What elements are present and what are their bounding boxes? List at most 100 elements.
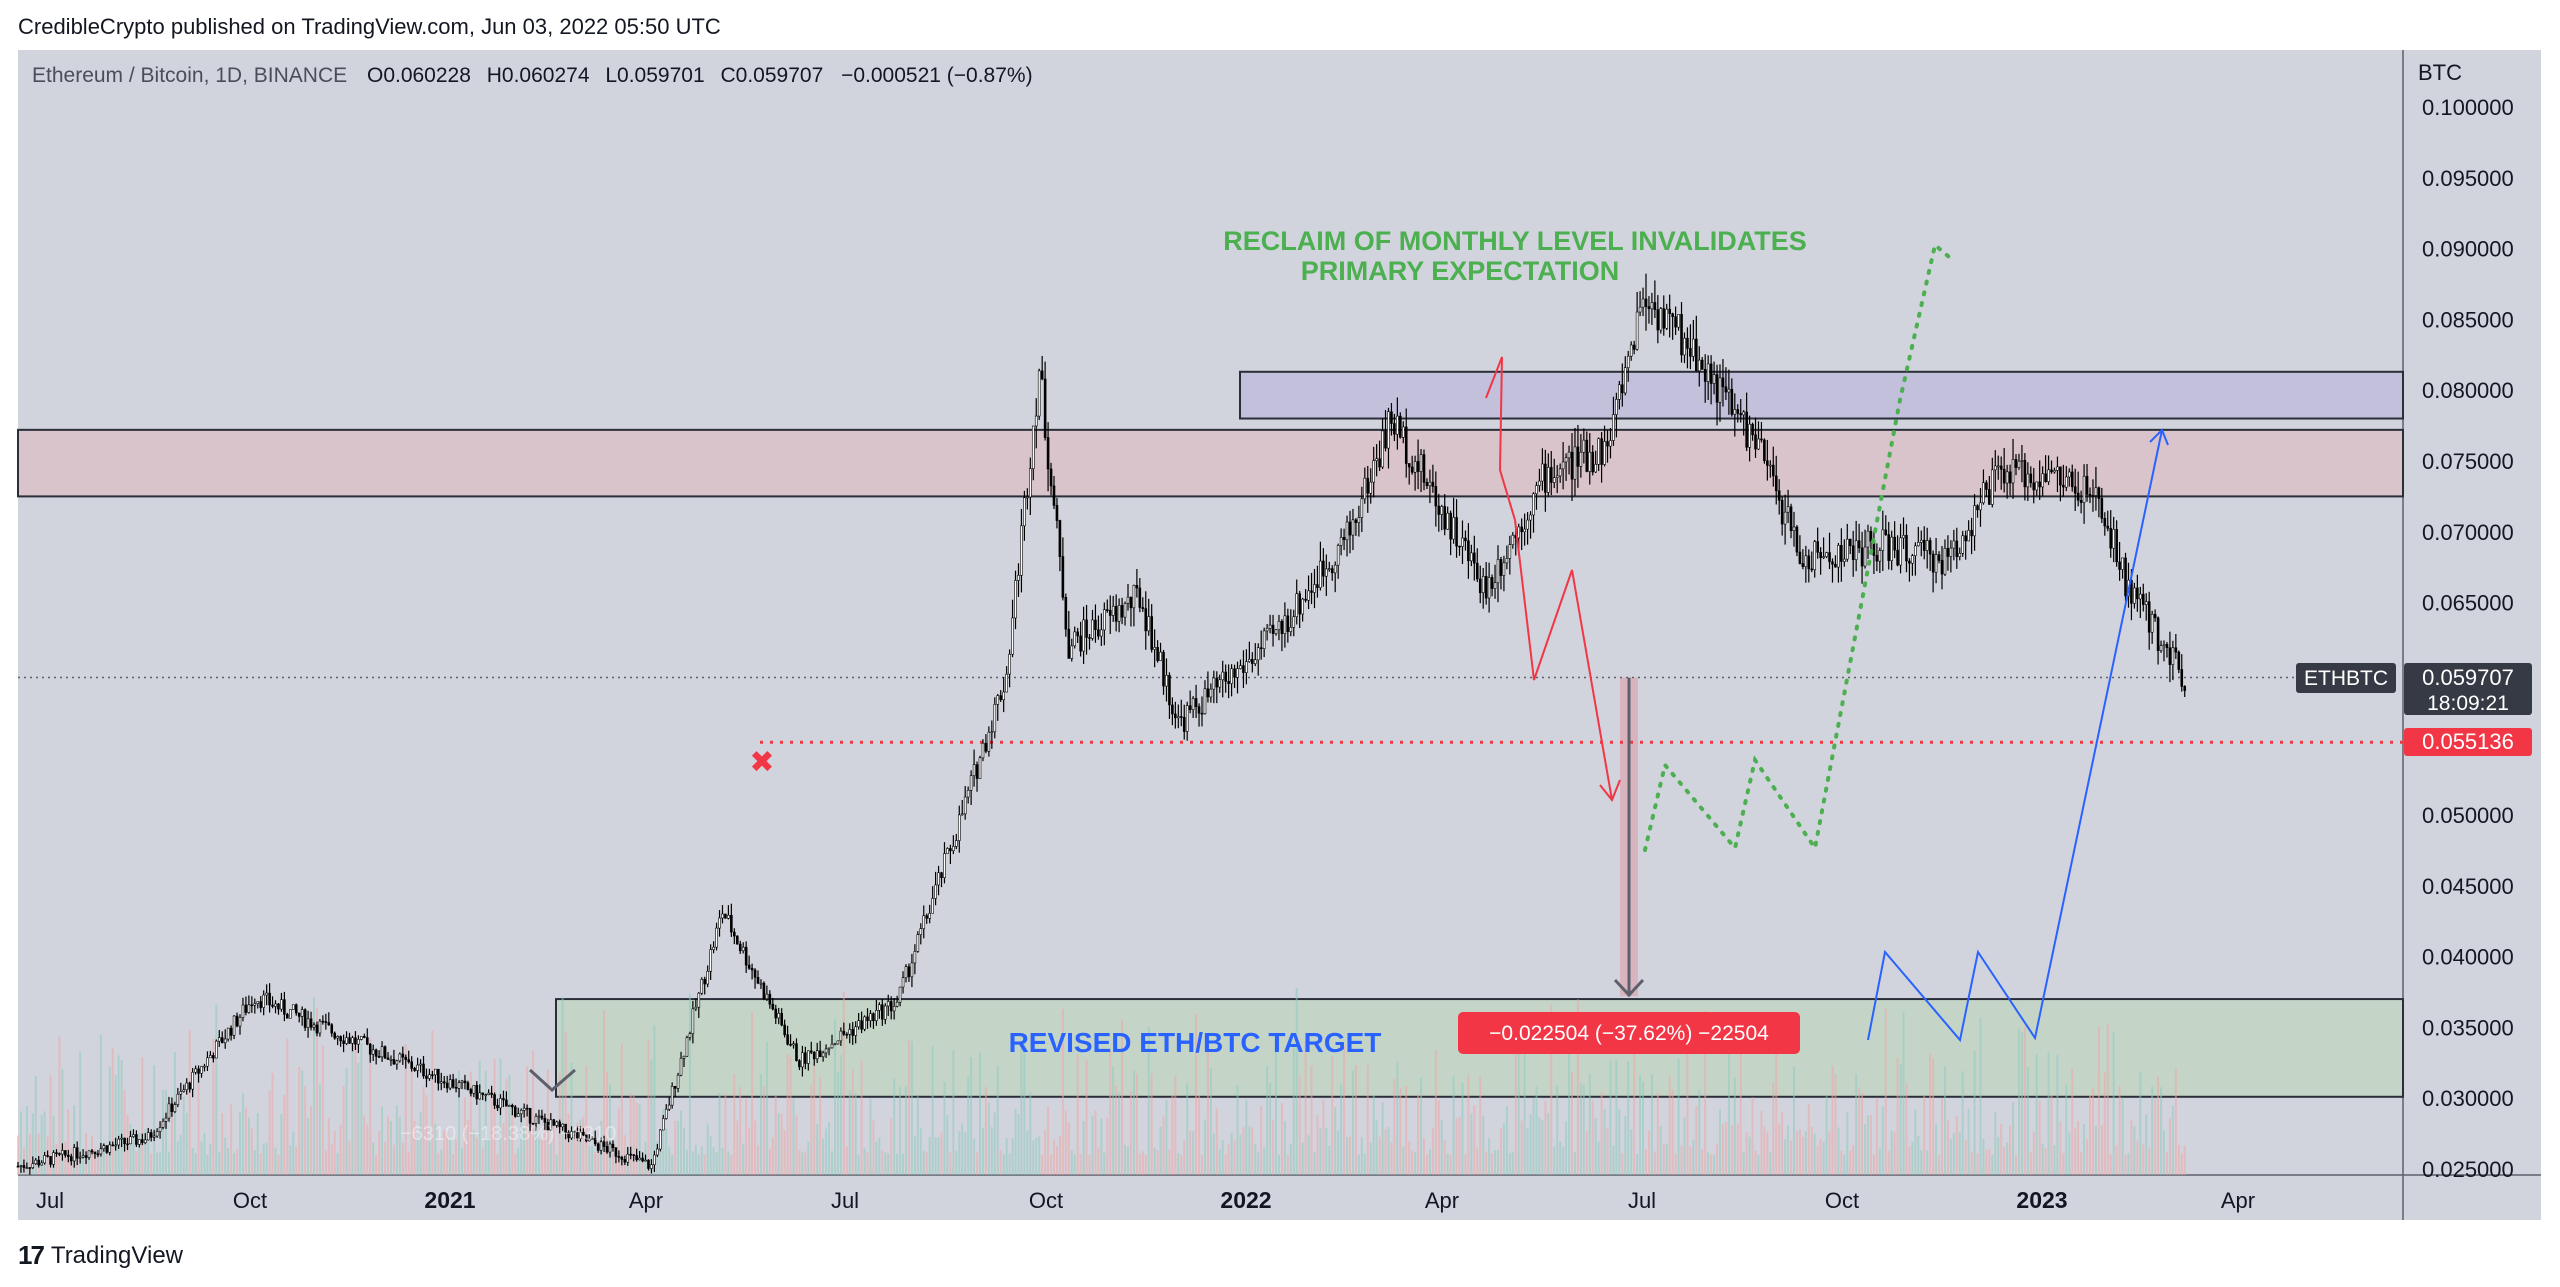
candle-body xyxy=(783,1024,786,1036)
candle-body xyxy=(1896,549,1899,566)
candle-body xyxy=(1890,536,1893,561)
candle-body xyxy=(1191,698,1195,710)
volume-bar xyxy=(890,1118,893,1175)
candle-body xyxy=(733,931,736,937)
candle-body xyxy=(1970,529,1973,537)
candle-body xyxy=(1070,645,1074,659)
zone-monthly-resistance[interactable] xyxy=(17,428,2404,498)
volume-bar xyxy=(1272,1120,1275,1175)
blue-projection-path[interactable] xyxy=(1867,429,2163,1043)
candle-body xyxy=(1283,615,1287,634)
candle-body xyxy=(925,915,929,919)
candle-body xyxy=(1680,314,1683,356)
volume-bar xyxy=(703,1154,706,1175)
volume-bar xyxy=(976,1152,979,1175)
volume-bar xyxy=(1822,1142,1825,1175)
volume-bar xyxy=(416,1138,419,1175)
candle-body xyxy=(946,848,949,854)
volume-bar xyxy=(878,1137,881,1175)
volume-bar xyxy=(1517,1048,1520,1175)
volume-bar xyxy=(179,1134,182,1175)
volume-bar xyxy=(389,1120,392,1175)
volume-bar xyxy=(458,1070,461,1175)
candle-body xyxy=(697,992,701,1008)
candle-body xyxy=(1650,302,1654,310)
red-arrowhead-icon[interactable] xyxy=(1599,779,1621,802)
invalidation-x-icon[interactable]: ✖ xyxy=(749,745,774,780)
price-tick-label: 0.090000 xyxy=(2422,237,2514,262)
measure-arrow-icon[interactable] xyxy=(1613,978,1645,998)
volume-bar xyxy=(940,1132,943,1175)
candle-body xyxy=(599,1141,603,1151)
time-scale[interactable] xyxy=(18,1175,2403,1220)
candle-body xyxy=(395,1060,399,1065)
red-projection-path[interactable] xyxy=(1485,356,1613,801)
volume-bar xyxy=(1103,1152,1106,1175)
candle-body xyxy=(2017,460,2021,468)
time-tick-label: 2023 xyxy=(2016,1187,2067,1213)
volume-bar xyxy=(697,1154,700,1175)
candle-body xyxy=(1268,624,1272,629)
plot-area[interactable] xyxy=(18,50,2403,1175)
candle-body xyxy=(1046,437,1050,470)
green-invalidation-path[interactable] xyxy=(1643,241,1957,854)
invalidation-note-line1[interactable]: RECLAIM OF MONTHLY LEVEL INVALIDATES xyxy=(1223,226,1807,256)
volume-bar xyxy=(620,1043,623,1175)
time-tick-label: Jul xyxy=(831,1188,859,1213)
candle-body xyxy=(469,1089,473,1094)
volume-bar xyxy=(481,1148,484,1175)
candle-body xyxy=(1484,576,1488,599)
invalidation-note-line2[interactable]: PRIMARY EXPECTATION xyxy=(1301,256,1620,286)
volume-bar xyxy=(706,1123,709,1175)
candle-body xyxy=(1313,584,1316,593)
candle-body xyxy=(297,1012,301,1017)
candle-body xyxy=(1703,368,1707,382)
target-zone-label[interactable]: REVISED ETH/BTC TARGET xyxy=(1009,1027,1382,1058)
volume-bar xyxy=(236,1148,239,1175)
volume-bar xyxy=(993,1112,996,1175)
volume-bar xyxy=(1257,1152,1260,1175)
price-scale[interactable] xyxy=(2403,50,2541,1220)
candle-body xyxy=(2014,459,2018,468)
candle-body xyxy=(955,840,958,847)
volume-bar xyxy=(1943,1066,1946,1175)
volume-bar xyxy=(884,1152,887,1175)
volume-bar xyxy=(845,1146,848,1175)
candle-body xyxy=(25,1167,29,1169)
candle-body xyxy=(875,1010,878,1022)
volume-bar xyxy=(28,1133,31,1175)
volume-bar xyxy=(899,1087,902,1175)
measure-tooltip[interactable] xyxy=(1458,1012,1800,1054)
candle-body xyxy=(2047,469,2050,482)
ohlc-change: −0.000521 (−0.87%) xyxy=(841,64,1032,87)
volume-bar xyxy=(1520,1120,1523,1175)
candle-body xyxy=(540,1115,544,1119)
candle-body xyxy=(2041,473,2044,488)
candle-body xyxy=(1718,377,1722,403)
candle-body xyxy=(1135,585,1139,589)
symbol-tag xyxy=(2296,663,2396,693)
candle-body xyxy=(22,1165,26,1168)
volume-bar xyxy=(759,1074,762,1175)
volume-bar xyxy=(304,1086,307,1175)
volume-bar xyxy=(1828,1131,1831,1175)
target-chevron-icon[interactable] xyxy=(528,1068,576,1093)
volume-bar xyxy=(1218,1148,1221,1175)
zone-upper-box[interactable] xyxy=(1239,370,2404,420)
volume-bar xyxy=(623,1135,626,1175)
tradingview-footer[interactable]: 17 TradingView xyxy=(18,1240,183,1271)
candle-body xyxy=(2070,471,2074,488)
blue-arrowhead-icon[interactable] xyxy=(2149,428,2169,446)
candle-body xyxy=(1878,550,1882,562)
candle-body xyxy=(271,1004,274,1007)
candle-body xyxy=(1570,451,1574,480)
volume-bar xyxy=(1612,1145,1615,1175)
volume-bar xyxy=(321,1045,324,1175)
volume-bar xyxy=(1819,1138,1822,1175)
volume-bar xyxy=(742,1143,745,1175)
candle-body xyxy=(1840,545,1843,562)
volume-bar xyxy=(129,1123,132,1175)
candle-body xyxy=(286,1013,289,1019)
candle-body xyxy=(2079,499,2083,503)
